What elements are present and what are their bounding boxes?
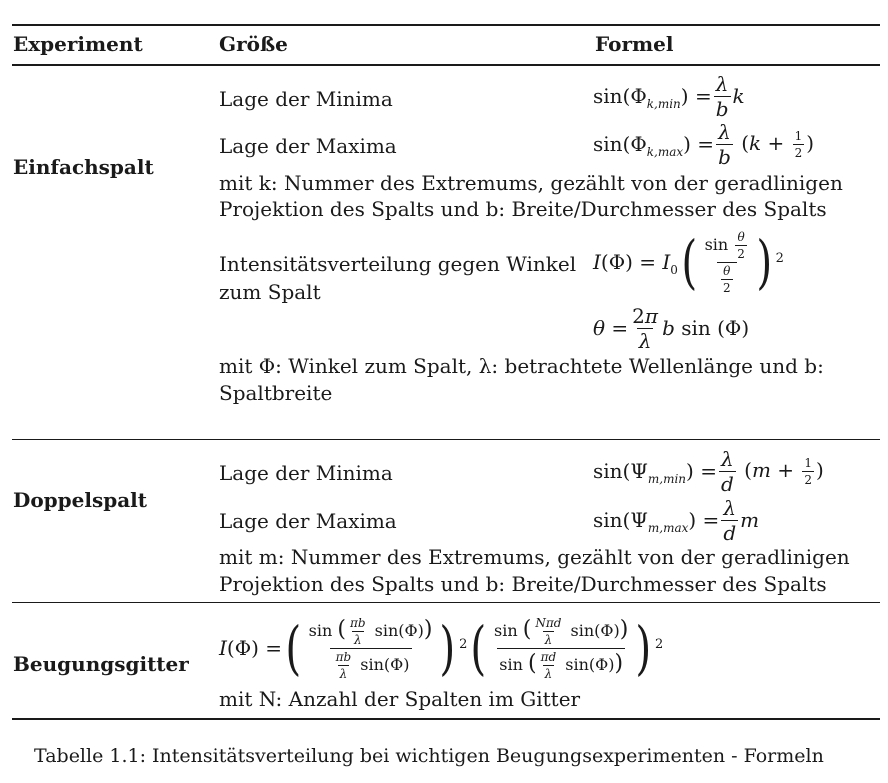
doppel-note-line2: Projektion des Spalts und b: Breite/Durc… [219,572,827,596]
gitter-intensity-formula: I(Φ) = ( sin (πb λ sin(Φ)) πb λ sin(Φ) ) 2… [219,614,664,682]
table-top-rule [12,24,880,26]
header-formula: Formel [595,32,674,56]
einfach-note1-line1: mit k: Nummer des Extremums, gezählt von… [219,171,843,195]
row-divider-1 [12,439,880,440]
doppel-maxima-label: Lage der Maxima [219,509,397,533]
einfach-note2-line1: mit Φ: Winkel zum Spalt, λ: betrachtete … [219,354,824,378]
table-bottom-rule [12,718,880,720]
header-experiment: Experiment [13,32,143,56]
einfach-intensity-label-line2: zum Spalt [219,280,321,304]
gitter-note: mit N: Anzahl der Spalten im Gitter [219,687,581,711]
einfach-theta-formula: θ = 2π λ b sin (Φ) [593,303,750,353]
einfach-maxima-label: Lage der Maxima [219,134,397,158]
table-caption: Tabelle 1.1: Intensitätsverteilung bei w… [34,745,824,767]
einfach-intensity-label-line1: Intensitätsverteilung gegen Winkel [219,252,577,276]
header-quantity: Größe [219,32,288,56]
row-divider-2 [12,602,880,603]
header-rule [12,64,880,66]
experiment-beugungsgitter: Beugungsgitter [13,652,189,676]
einfach-note2-line2: Spaltbreite [219,381,333,405]
einfach-minima-label: Lage der Minima [219,87,393,111]
doppel-note-line1: mit m: Nummer des Extremums, gezählt von… [219,545,850,569]
experiment-einfachspalt: Einfachspalt [13,155,154,179]
einfach-note1-line2: Projektion des Spalts und b: Breite/Durc… [219,197,827,221]
experiment-doppelspalt: Doppelspalt [13,488,148,512]
doppel-minima-label: Lage der Minima [219,461,393,485]
